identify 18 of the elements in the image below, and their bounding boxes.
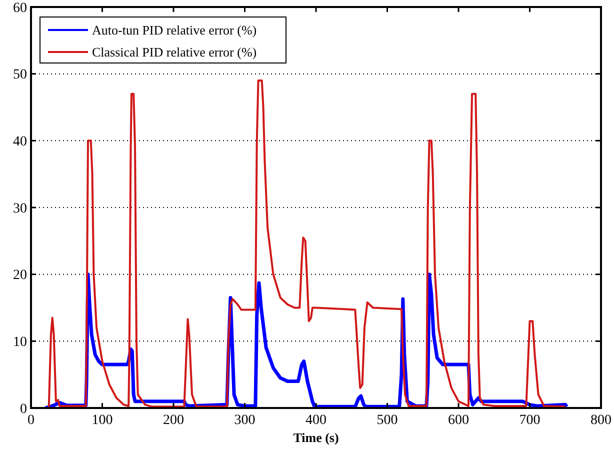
x-tick-label: 800 — [590, 413, 612, 428]
x-tick-label: 600 — [448, 413, 469, 428]
x-axis-title: Time (s) — [293, 430, 339, 445]
y-tick-label: 20 — [13, 268, 27, 284]
x-tick-label: 300 — [234, 413, 256, 428]
y-tick-label: 50 — [13, 68, 27, 83]
y-tick-label: 30 — [13, 201, 27, 216]
y-tick-label: 0 — [20, 402, 27, 417]
legend-label: Classical PID relative error (%) — [92, 44, 257, 60]
y-tick-label: 10 — [13, 335, 27, 350]
x-tick-label: 500 — [376, 413, 398, 428]
x-tick-label: 200 — [163, 413, 184, 428]
x-tick-label: 700 — [519, 413, 540, 428]
x-tick-label: 400 — [306, 413, 326, 428]
y-tick-label: 60 — [13, 0, 27, 16]
x-tick-label: 100 — [92, 413, 113, 428]
legend-label: Auto-tun PID relative error (%) — [92, 22, 257, 38]
y-tick-label: 40 — [13, 134, 27, 150]
